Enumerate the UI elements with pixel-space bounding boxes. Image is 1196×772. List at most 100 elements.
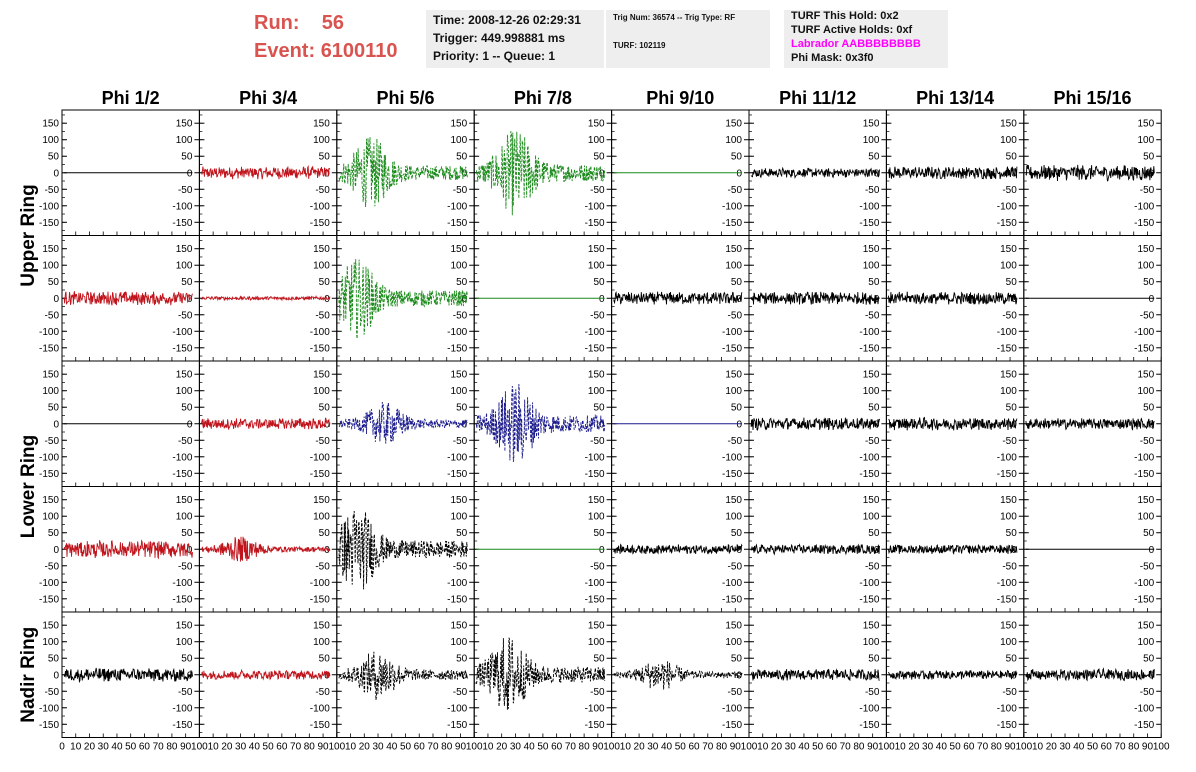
- y-tick-label: 150: [863, 119, 880, 130]
- y-tick-label: -50: [1002, 310, 1017, 321]
- x-tick-label: 60: [551, 742, 563, 753]
- x-tick-label: 60: [688, 742, 700, 753]
- y-tick-label: 50: [48, 654, 60, 665]
- y-tick-label: 150: [1138, 370, 1155, 381]
- y-tick-label: 150: [588, 370, 605, 381]
- y-tick-label: 100: [1138, 135, 1155, 146]
- x-tick-label: 70: [290, 742, 302, 753]
- x-tick-label: 50: [263, 742, 275, 753]
- x-tick-label: 20: [221, 742, 233, 753]
- y-tick-label: -50: [178, 687, 193, 698]
- waveform-trace: [201, 164, 331, 180]
- y-tick-label: 50: [319, 528, 331, 539]
- y-tick-label: 150: [176, 244, 193, 255]
- y-tick-label: 50: [731, 277, 743, 288]
- y-tick-label: 150: [451, 244, 468, 255]
- y-tick-label: -150: [997, 218, 1017, 229]
- y-tick-label: 100: [313, 637, 330, 648]
- y-tick-label: -150: [997, 469, 1017, 480]
- y-tick-label: -100: [172, 327, 192, 338]
- y-tick-label: -100: [997, 327, 1017, 338]
- x-tick-label: 100: [878, 742, 895, 753]
- x-tick-label: 30: [922, 742, 934, 753]
- y-tick-label: 0: [462, 545, 468, 556]
- y-tick-label: 50: [181, 403, 193, 414]
- y-tick-label: -100: [310, 201, 330, 212]
- y-tick-label: 100: [42, 512, 59, 523]
- y-tick-label: -50: [178, 310, 193, 321]
- y-tick-label: -150: [585, 720, 605, 731]
- y-tick-label: 50: [731, 152, 743, 163]
- y-tick-label: -50: [1002, 687, 1017, 698]
- x-tick-label: 30: [235, 742, 247, 753]
- y-tick-label: -150: [310, 218, 330, 229]
- priority-text: Priority: 1 -- Queue: 1: [433, 49, 556, 63]
- y-tick-label: -100: [585, 201, 605, 212]
- x-tick-label: 90: [317, 742, 329, 753]
- y-tick-label: 100: [725, 386, 742, 397]
- y-tick-label: 150: [176, 370, 193, 381]
- y-tick-label: 150: [588, 495, 605, 506]
- y-tick-label: 150: [313, 244, 330, 255]
- y-tick-label: -150: [722, 469, 742, 480]
- y-tick-label: 150: [725, 495, 742, 506]
- column-title: Phi 9/10: [646, 88, 714, 108]
- x-tick-label: 90: [592, 742, 604, 753]
- y-tick-label: 100: [1138, 512, 1155, 523]
- y-tick-label: -100: [310, 703, 330, 714]
- y-tick-label: 150: [176, 621, 193, 632]
- y-tick-label: -50: [45, 687, 60, 698]
- y-tick-label: -100: [447, 578, 467, 589]
- waveform-trace: [888, 166, 1018, 180]
- y-tick-label: -150: [722, 218, 742, 229]
- y-tick-label: 100: [588, 637, 605, 648]
- y-tick-label: 100: [588, 512, 605, 523]
- x-tick-label: 90: [455, 742, 467, 753]
- y-tick-label: 100: [725, 637, 742, 648]
- y-tick-label: 50: [1006, 277, 1018, 288]
- y-tick-label: 0: [53, 419, 59, 430]
- y-tick-label: 150: [725, 119, 742, 130]
- x-tick-label: 100: [466, 742, 483, 753]
- column-title: Phi 15/16: [1053, 88, 1131, 108]
- y-tick-label: 0: [187, 168, 193, 179]
- waveform-trace: [613, 543, 743, 555]
- y-tick-label: -150: [859, 720, 879, 731]
- y-tick-label: -100: [310, 578, 330, 589]
- run-line: Run: 56: [254, 12, 344, 35]
- y-tick-label: -100: [1134, 327, 1154, 338]
- y-tick-label: -50: [728, 310, 743, 321]
- y-tick-label: -150: [310, 343, 330, 354]
- column-title: Phi 3/4: [239, 88, 297, 108]
- waveform-trace: [475, 637, 606, 710]
- y-tick-label: 0: [324, 168, 330, 179]
- y-tick-label: -150: [172, 343, 192, 354]
- x-tick-label: 10: [482, 742, 494, 753]
- y-tick-label: -100: [722, 703, 742, 714]
- x-tick-label: 90: [1004, 742, 1016, 753]
- y-tick-label: -50: [865, 436, 880, 447]
- waveform-trace: [750, 417, 880, 431]
- y-tick-label: 0: [53, 670, 59, 681]
- y-tick-label: 50: [319, 152, 331, 163]
- y-tick-label: 50: [181, 528, 193, 539]
- x-tick-label: 20: [908, 742, 920, 753]
- y-tick-label: 150: [1000, 370, 1017, 381]
- y-tick-label: 50: [1143, 403, 1155, 414]
- y-tick-label: -150: [997, 343, 1017, 354]
- y-tick-label: -50: [45, 185, 60, 196]
- x-tick-label: 80: [579, 742, 591, 753]
- y-tick-label: 0: [1149, 294, 1155, 305]
- y-tick-label: -100: [39, 578, 59, 589]
- y-tick-label: -50: [1140, 687, 1155, 698]
- labrador-text: Labrador AABBBBBBBB: [791, 38, 921, 50]
- x-tick-label: 40: [524, 742, 536, 753]
- event-number: 6100110: [320, 40, 398, 62]
- y-tick-label: 150: [863, 244, 880, 255]
- y-tick-label: -150: [722, 594, 742, 605]
- y-tick-label: -50: [865, 561, 880, 572]
- y-tick-label: -100: [997, 452, 1017, 463]
- y-tick-label: 150: [42, 244, 59, 255]
- waveform-trace: [888, 669, 1018, 681]
- y-tick-label: -50: [728, 687, 743, 698]
